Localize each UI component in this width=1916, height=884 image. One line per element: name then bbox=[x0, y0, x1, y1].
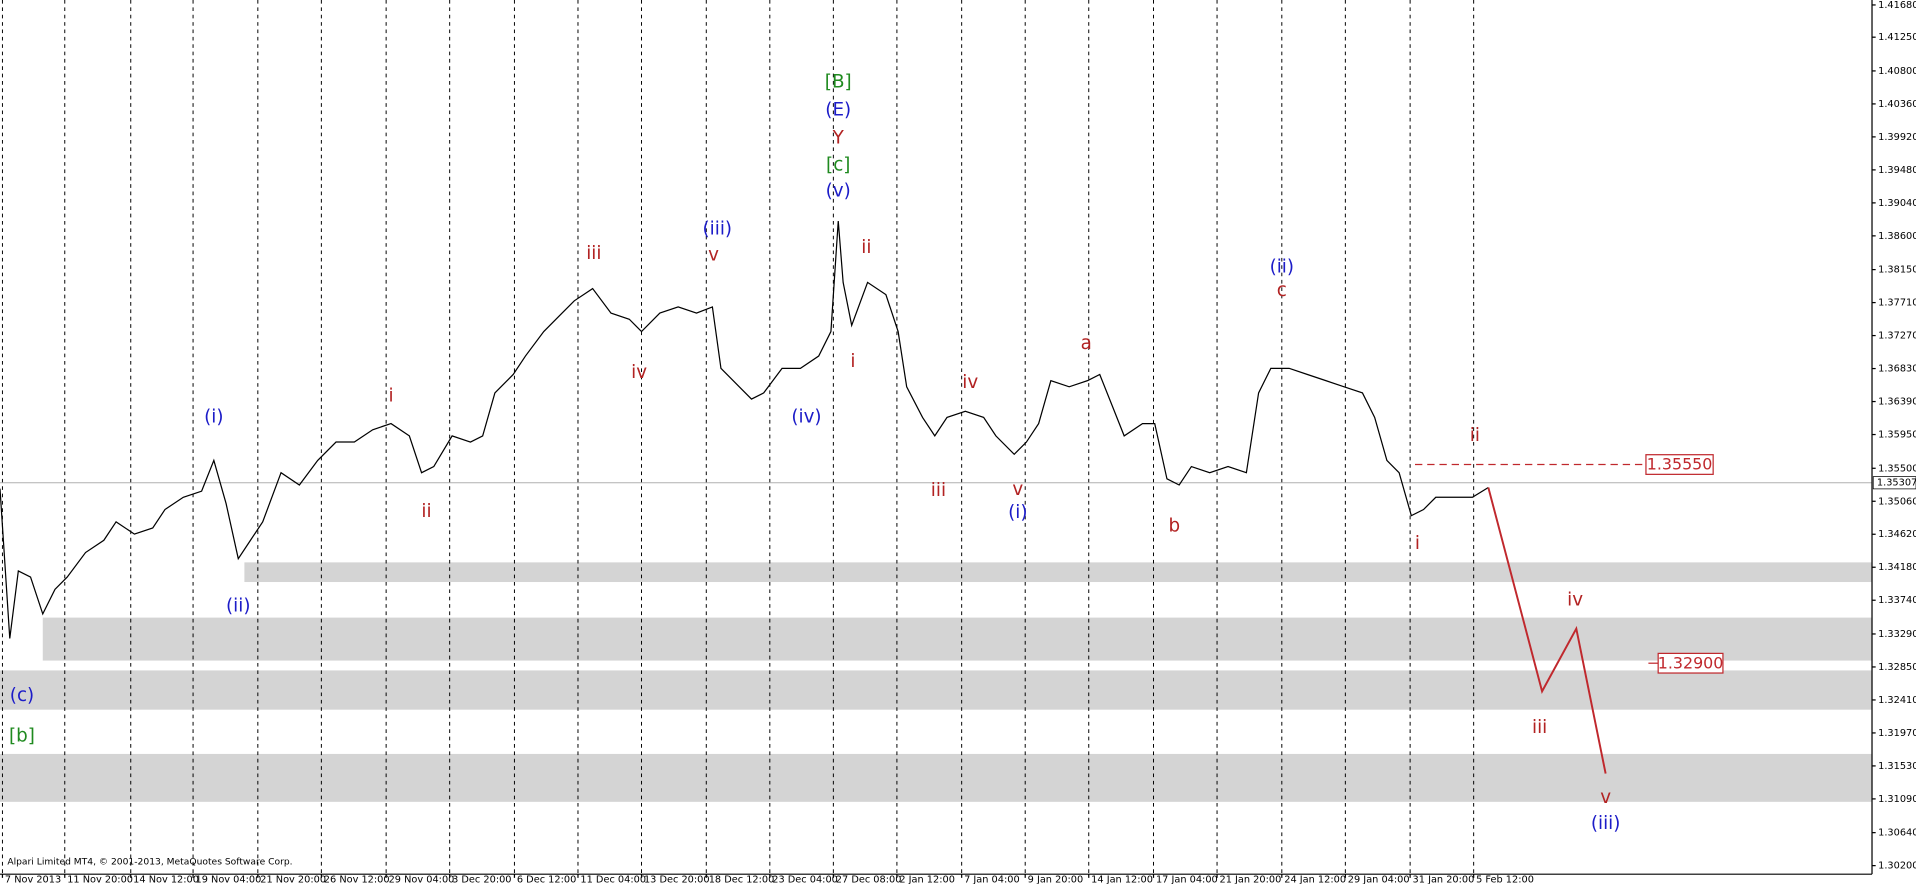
x-tick-label: 3 Dec 20:00 bbox=[452, 875, 511, 884]
y-tick-label: 1.41250 bbox=[1878, 32, 1916, 43]
support-zone bbox=[0, 753, 1873, 802]
wave-label: iii bbox=[586, 243, 601, 264]
price-line bbox=[0, 220, 1489, 639]
y-tick-label: 1.35500 bbox=[1878, 463, 1916, 474]
y-tick-label: 1.34180 bbox=[1878, 562, 1916, 573]
level-label: 1.32900 bbox=[1658, 653, 1724, 672]
wave-label: a bbox=[1081, 333, 1092, 354]
wave-label: [c] bbox=[826, 155, 850, 176]
x-tick-label: 5 Feb 12:00 bbox=[1476, 875, 1534, 884]
x-tick-label: 2 Jan 12:00 bbox=[899, 875, 955, 884]
wave-label: i bbox=[388, 386, 393, 407]
wave-label: iii bbox=[931, 480, 946, 501]
x-tick-label: 14 Jan 12:00 bbox=[1091, 875, 1153, 884]
y-tick-label: 1.30640 bbox=[1878, 828, 1916, 839]
y-tick-label: 1.36830 bbox=[1878, 364, 1916, 375]
x-tick-label: 27 Dec 08:00 bbox=[836, 875, 902, 884]
x-tick-label: 7 Nov 2013 bbox=[5, 875, 61, 884]
wave-label: i bbox=[1415, 533, 1420, 554]
wave-label: ii bbox=[861, 237, 871, 258]
y-tick-label: 1.31530 bbox=[1878, 761, 1916, 772]
x-tick-label: 17 Jan 04:00 bbox=[1156, 875, 1218, 884]
wave-label: (ii) bbox=[1270, 257, 1294, 278]
y-tick-label: 1.37710 bbox=[1878, 298, 1916, 309]
x-tick-label: 11 Nov 20:00 bbox=[67, 875, 133, 884]
y-tick-label: 1.30200 bbox=[1878, 861, 1916, 872]
y-tick-label: 1.36390 bbox=[1878, 397, 1916, 408]
x-tick-label: 29 Jan 04:00 bbox=[1348, 875, 1410, 884]
x-tick-label: 9 Jan 20:00 bbox=[1028, 875, 1084, 884]
y-tick-label: 1.33740 bbox=[1878, 595, 1916, 606]
wave-label: (E) bbox=[825, 99, 851, 120]
x-tick-label: 31 Jan 20:00 bbox=[1413, 875, 1475, 884]
wave-label: v bbox=[1012, 479, 1023, 500]
last-price-box bbox=[1872, 476, 1916, 490]
level-box bbox=[1657, 652, 1724, 674]
projection-path bbox=[1487, 487, 1607, 774]
y-tick-label: 1.34620 bbox=[1878, 529, 1916, 540]
x-tick-label: 6 Dec 12:00 bbox=[517, 875, 576, 884]
support-zone bbox=[0, 670, 1873, 710]
last-price-label: 1.35307 bbox=[1877, 478, 1916, 489]
x-tick-label: 19 Nov 04:00 bbox=[196, 875, 262, 884]
copyright: Alpari Limited MT4, © 2001-2013, MetaQuo… bbox=[7, 856, 292, 867]
x-tick-label: 14 Nov 12:00 bbox=[133, 875, 199, 884]
y-tick-label: 1.39480 bbox=[1878, 165, 1916, 176]
x-tick-label: 23 Dec 04:00 bbox=[772, 875, 838, 884]
support-zone bbox=[42, 617, 1873, 661]
wave-label: Y bbox=[832, 128, 845, 149]
wave-label: (iv) bbox=[791, 406, 821, 427]
y-tick-label: 1.40800 bbox=[1878, 66, 1916, 77]
wave-label: (c) bbox=[10, 685, 34, 706]
x-tick-label: 13 Dec 20:00 bbox=[644, 875, 710, 884]
wave-label: (i) bbox=[204, 406, 223, 427]
wave-label: (v) bbox=[826, 181, 851, 202]
wave-label: ii bbox=[421, 501, 431, 522]
x-tick-label: 18 Dec 12:00 bbox=[709, 875, 775, 884]
wave-label: i bbox=[850, 351, 855, 372]
level-box bbox=[1645, 454, 1714, 475]
wave-label: (ii) bbox=[226, 595, 250, 616]
wave-label: c bbox=[1277, 280, 1287, 301]
wave-label: (i) bbox=[1008, 502, 1027, 523]
y-tick-label: 1.39040 bbox=[1878, 198, 1916, 209]
level-label: 1.35550 bbox=[1647, 455, 1713, 474]
y-tick-label: 1.38600 bbox=[1878, 231, 1916, 242]
y-tick-label: 1.40360 bbox=[1878, 99, 1916, 110]
wave-label: [B] bbox=[825, 71, 852, 92]
x-tick-label: 24 Jan 12:00 bbox=[1284, 875, 1346, 884]
y-tick-label: 1.32850 bbox=[1878, 662, 1916, 673]
wave-label: [b] bbox=[9, 726, 35, 747]
y-tick-label: 1.35950 bbox=[1878, 430, 1916, 441]
y-tick-label: 1.32410 bbox=[1878, 695, 1916, 706]
x-tick-label: 29 Nov 04:00 bbox=[389, 875, 455, 884]
wave-label: b bbox=[1168, 516, 1180, 537]
x-tick-label: 11 Dec 04:00 bbox=[580, 875, 646, 884]
y-tick-label: 1.35060 bbox=[1878, 496, 1916, 507]
wave-label: (iii) bbox=[1591, 813, 1621, 834]
wave-label: v bbox=[708, 244, 719, 265]
support-zone bbox=[244, 562, 1873, 583]
wave-label: iv bbox=[962, 372, 978, 393]
wave-label: iv bbox=[1567, 589, 1583, 610]
y-tick-label: 1.31090 bbox=[1878, 794, 1916, 805]
y-tick-label: 1.31970 bbox=[1878, 728, 1916, 739]
y-tick-label: 1.33290 bbox=[1878, 629, 1916, 640]
wave-label: v bbox=[1600, 787, 1611, 808]
x-tick-label: 7 Jan 04:00 bbox=[964, 875, 1020, 884]
x-tick-label: 26 Nov 12:00 bbox=[324, 875, 390, 884]
wave-label: (iii) bbox=[702, 219, 732, 240]
wave-label: ii bbox=[1470, 425, 1480, 446]
wave-label: iii bbox=[1532, 717, 1547, 738]
x-tick-label: 21 Jan 20:00 bbox=[1219, 875, 1281, 884]
y-tick-label: 1.41680 bbox=[1878, 0, 1916, 11]
y-tick-label: 1.38150 bbox=[1878, 265, 1916, 276]
x-tick-label: 21 Nov 20:00 bbox=[260, 875, 326, 884]
y-tick-label: 1.37270 bbox=[1878, 331, 1916, 342]
y-tick-label: 1.39920 bbox=[1878, 132, 1916, 143]
wave-label: iv bbox=[631, 362, 647, 383]
